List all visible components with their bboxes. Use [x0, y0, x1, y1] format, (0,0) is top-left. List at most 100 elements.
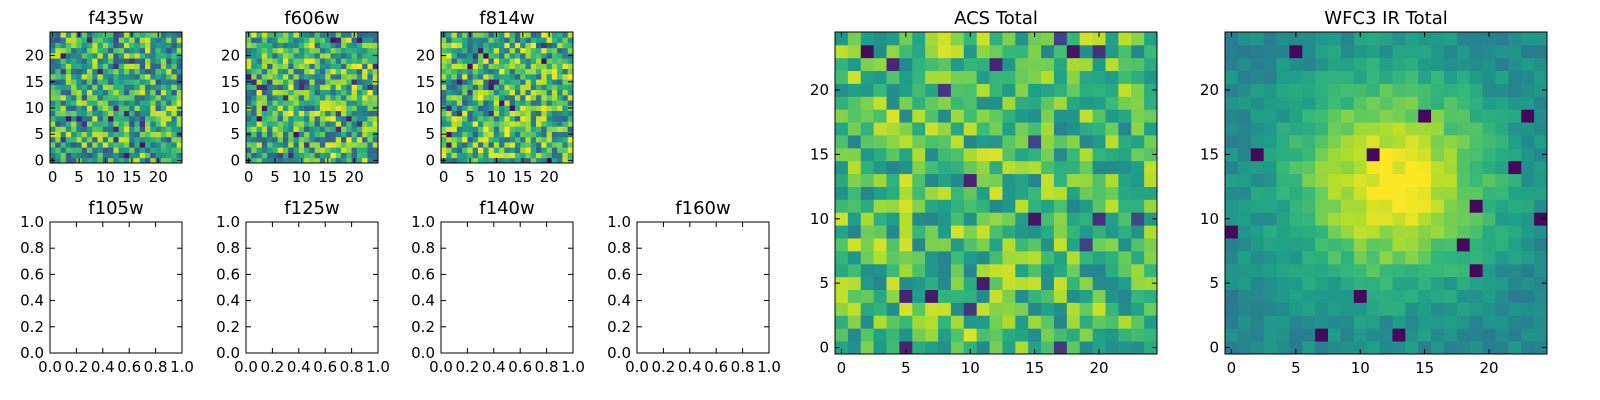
heatmap-cell	[1302, 135, 1316, 149]
heatmap-cell	[493, 58, 500, 64]
heatmap-cell	[530, 47, 537, 54]
heatmap-cell	[950, 225, 965, 239]
heatmap-cell	[176, 136, 183, 143]
heatmap-cell	[477, 58, 484, 64]
heatmap-cell	[1469, 276, 1483, 290]
heatmap-cell	[309, 94, 316, 101]
heatmap-cell	[525, 126, 532, 132]
heatmap-cell	[835, 199, 849, 213]
heatmap-cell	[367, 147, 374, 153]
heatmap-cell	[546, 89, 553, 96]
heatmap-cell	[330, 136, 337, 143]
heatmap-cell	[1302, 302, 1316, 316]
heatmap-cell	[938, 44, 952, 59]
heatmap-cell	[1250, 238, 1265, 252]
heatmap-cell	[446, 42, 452, 49]
heatmap-cell	[1392, 328, 1406, 342]
heatmap-cell	[129, 115, 135, 122]
heatmap-cell	[65, 79, 72, 85]
heatmap-cell	[113, 105, 120, 111]
heatmap-cell	[562, 126, 569, 132]
heatmap-cell	[886, 225, 900, 239]
heatmap-cell	[304, 142, 310, 148]
heatmap-cell	[1053, 109, 1068, 123]
heatmap-cell	[950, 122, 965, 136]
heatmap-cell	[102, 147, 109, 153]
heatmap-cell	[50, 147, 56, 153]
heatmap-cell	[509, 131, 516, 138]
heatmap-cell	[1041, 173, 1055, 187]
heatmap-cell	[525, 115, 532, 122]
heatmap-cell	[462, 100, 468, 106]
heatmap-cell	[314, 121, 321, 127]
heatmap-cell	[1521, 57, 1535, 72]
heatmap-cell	[456, 100, 463, 106]
heatmap-cell	[160, 94, 167, 101]
heatmap-cell	[160, 157, 167, 164]
heatmap-cell	[488, 89, 495, 96]
heatmap-cell	[509, 63, 516, 70]
heatmap-cell	[950, 109, 965, 123]
heatmap-cell	[504, 89, 511, 96]
heatmap-cell	[60, 157, 67, 164]
heatmap-cell	[1392, 276, 1406, 290]
heatmap-cell	[886, 173, 900, 187]
heatmap-cell	[102, 105, 109, 111]
heatmap-cell	[1002, 160, 1016, 175]
heatmap-cell	[976, 341, 990, 355]
heatmap-cell	[282, 100, 289, 106]
heatmap-cell	[1534, 212, 1548, 226]
heatmap-cell	[557, 58, 563, 64]
heatmap-cell	[446, 157, 452, 164]
heatmap-cell	[488, 126, 495, 132]
heatmap-cell	[1028, 328, 1042, 342]
heatmap-cell	[1131, 44, 1145, 59]
heatmap-cell	[123, 32, 130, 38]
heatmap-cell	[509, 115, 516, 122]
heatmap-cell	[860, 173, 875, 187]
heatmap-cell	[451, 32, 458, 38]
heatmap-cell	[1002, 238, 1016, 252]
heatmap-cell	[1015, 147, 1029, 162]
heatmap-cell	[81, 32, 88, 38]
heatmap-cell	[1144, 238, 1158, 252]
heatmap-cell	[477, 79, 484, 85]
axes-frame	[1224, 31, 1548, 355]
heatmap-cell	[963, 122, 978, 136]
heatmap-cell	[160, 110, 167, 117]
heatmap-cell	[346, 47, 352, 54]
heatmap-cell	[1066, 147, 1081, 162]
heatmap-cell	[1495, 57, 1509, 72]
heatmap-cell	[76, 100, 83, 106]
heatmap-cell	[341, 84, 347, 91]
y-tick-label: 0	[425, 151, 435, 169]
heatmap-cell	[1015, 135, 1029, 149]
heatmap-cell	[886, 147, 900, 162]
heatmap-cell	[341, 63, 347, 70]
heatmap-cell	[562, 142, 569, 148]
heatmap-cell	[1469, 32, 1483, 46]
heatmap-cell	[246, 110, 252, 117]
heatmap-cell	[160, 52, 167, 59]
heatmap-cell	[925, 57, 939, 72]
heatmap-cell	[150, 89, 156, 96]
heatmap-cell	[372, 37, 379, 43]
heatmap-cell	[525, 136, 532, 143]
heatmap-cell	[341, 52, 347, 59]
heatmap-cell	[1379, 276, 1393, 290]
heatmap-cell	[899, 70, 913, 84]
heatmap-cell	[1302, 160, 1316, 175]
heatmap-cell	[1469, 199, 1483, 213]
heatmap-cell	[847, 315, 862, 329]
heatmap-cell	[472, 47, 479, 54]
heatmap-cell	[1250, 44, 1265, 59]
heatmap-cell	[1105, 44, 1119, 59]
heatmap-cell	[261, 121, 268, 127]
heatmap-cell	[97, 52, 104, 59]
heatmap-cell	[462, 79, 468, 85]
heatmap-cell	[441, 42, 447, 49]
heatmap-cell	[261, 126, 268, 132]
heatmap-cell	[488, 105, 495, 111]
heatmap-cell	[367, 100, 374, 106]
heatmap-cell	[60, 126, 67, 132]
